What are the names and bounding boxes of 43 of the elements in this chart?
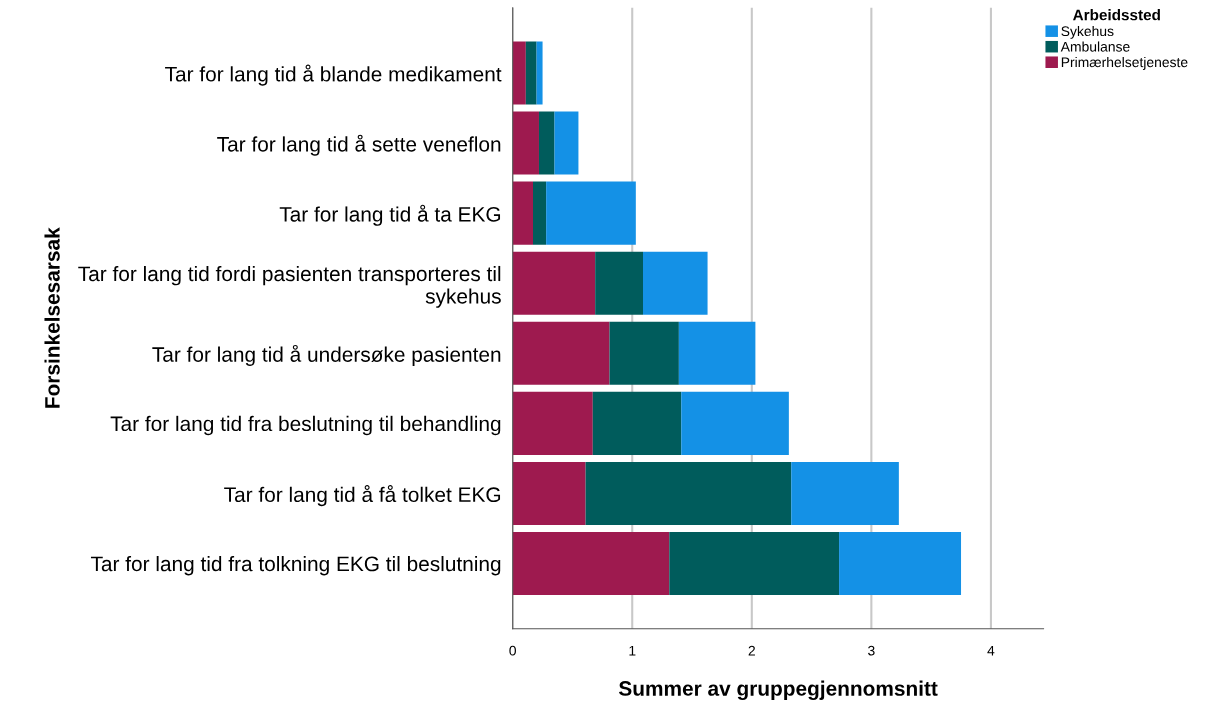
bar xyxy=(681,391,789,455)
legend-label: Primærhelsetjeneste xyxy=(1061,56,1188,70)
y-axis-title: Forsinkelsesarsak xyxy=(44,227,60,408)
bar xyxy=(643,251,708,315)
x-axis-title: Summer av gruppegjennomsnitt xyxy=(618,680,938,701)
bar xyxy=(669,531,840,596)
x-tick-label: 4 xyxy=(987,645,995,656)
bar xyxy=(512,391,593,455)
legend-label: Sykehus xyxy=(1061,25,1114,39)
bar xyxy=(512,461,586,525)
bar xyxy=(512,251,596,315)
x-tick-label: 2 xyxy=(748,645,755,656)
x-tick-label: 3 xyxy=(868,645,875,656)
y-tick-label: Tar for lang tid å sette veneflon xyxy=(217,134,501,156)
bar xyxy=(512,321,610,385)
bar xyxy=(512,111,539,175)
bar xyxy=(512,531,670,596)
bar xyxy=(678,321,756,385)
bar xyxy=(554,111,579,175)
y-tick-label: Tar for lang tid fordi pasienten transporteres til sykehus xyxy=(78,265,501,308)
bar xyxy=(592,391,682,455)
x-tick-label: 1 xyxy=(629,645,636,656)
legend-label: Ambulanse xyxy=(1060,41,1130,52)
bar xyxy=(546,181,636,245)
bar xyxy=(609,321,679,385)
bar xyxy=(538,111,555,175)
bar xyxy=(533,181,547,245)
bar xyxy=(525,41,537,105)
y-tick-label: Tar for lang tid å blande medikament xyxy=(165,64,502,86)
y-tick-label: Tar for lang tid å undersøke pasienten xyxy=(152,344,501,367)
bar xyxy=(791,461,899,525)
bar xyxy=(595,251,643,315)
y-tick-label: Tar for lang tid å ta EKG xyxy=(279,204,501,226)
legend-title: Arbeidssted xyxy=(1073,9,1160,21)
y-tick-label: Tar for lang tid fra tolkning EKG til beslutning xyxy=(90,555,501,576)
bar xyxy=(536,41,543,105)
y-tick-label: Tar for lang tid å få tolket EKG xyxy=(224,485,501,507)
y-tick-label: Tar for lang tid fra beslutning til behandling xyxy=(110,415,501,436)
x-tick-label: 0 xyxy=(509,645,516,656)
bar xyxy=(512,41,526,105)
bar xyxy=(585,461,792,525)
bar xyxy=(512,181,533,245)
bar xyxy=(839,531,962,596)
